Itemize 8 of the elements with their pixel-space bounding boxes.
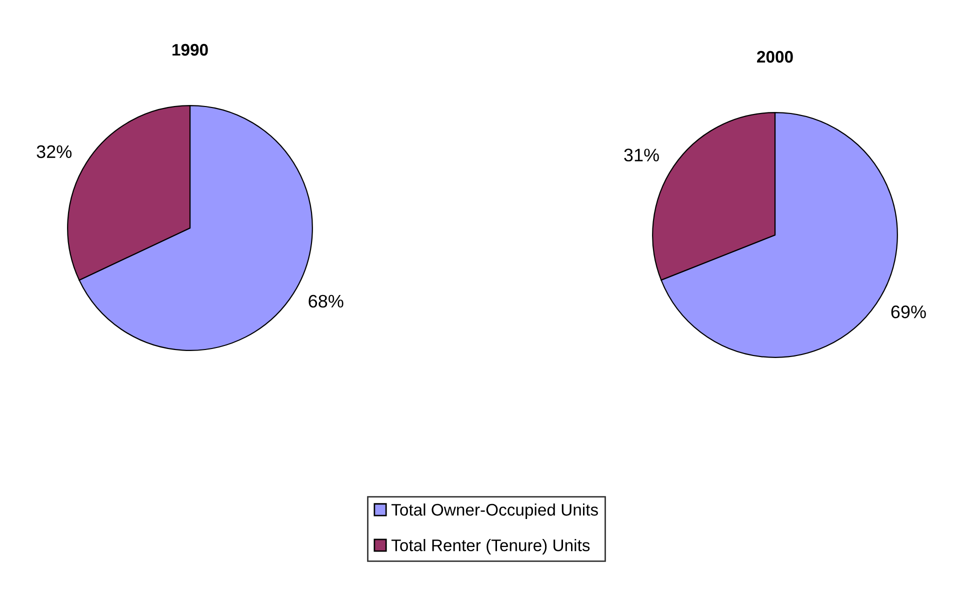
chart-title: 1990 (172, 44, 208, 56)
legend-label: Total Renter (Tenure) Units (391, 539, 590, 555)
data-label: 69% (891, 305, 926, 318)
legend-label: Total Owner-Occupied Units (391, 503, 598, 519)
data-label: 31% (624, 148, 659, 162)
chart-title: 2000 (757, 50, 793, 63)
data-label: 68% (308, 294, 344, 308)
data-label: 32% (36, 145, 72, 158)
